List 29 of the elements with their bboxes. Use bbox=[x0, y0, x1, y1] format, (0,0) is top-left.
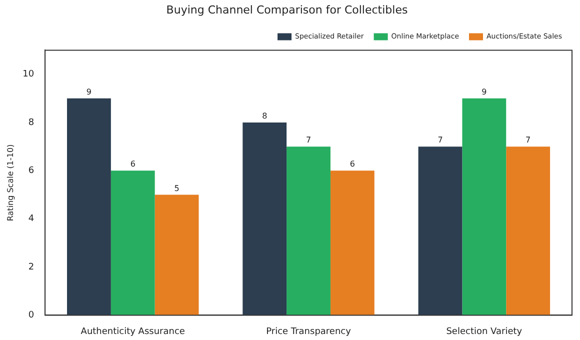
y-axis-title: Rating Scale (1-10) bbox=[6, 144, 15, 222]
bar bbox=[286, 146, 330, 316]
data-label: 6 bbox=[350, 160, 355, 169]
bar bbox=[462, 98, 506, 316]
bar bbox=[67, 98, 111, 316]
data-label: 9 bbox=[86, 87, 92, 96]
data-label: 9 bbox=[482, 87, 487, 96]
data-label: 7 bbox=[438, 136, 443, 145]
data-label: 7 bbox=[306, 136, 312, 145]
data-label: 8 bbox=[262, 112, 268, 121]
y-tick-label: 6 bbox=[28, 166, 34, 176]
x-tick-label: Selection Variety bbox=[446, 326, 523, 337]
bar bbox=[506, 146, 550, 316]
x-tick-label: Authenticity Assurance bbox=[80, 326, 186, 337]
data-label: 6 bbox=[130, 160, 136, 169]
bar bbox=[154, 194, 199, 316]
bar bbox=[330, 170, 374, 316]
bar bbox=[110, 170, 155, 316]
y-tick-label: 2 bbox=[28, 262, 34, 272]
y-tick-label: 10 bbox=[22, 70, 34, 80]
y-tick-label: 0 bbox=[28, 310, 34, 321]
bar bbox=[418, 146, 462, 316]
x-tick-label: Price Transparency bbox=[266, 326, 352, 337]
data-label: 7 bbox=[526, 136, 531, 145]
y-tick-label: 8 bbox=[28, 118, 34, 128]
bar bbox=[242, 122, 287, 316]
data-label: 5 bbox=[174, 184, 180, 193]
chart-title: Buying Channel Comparison for Collectibles bbox=[166, 3, 408, 16]
y-tick-label: 4 bbox=[28, 214, 34, 224]
